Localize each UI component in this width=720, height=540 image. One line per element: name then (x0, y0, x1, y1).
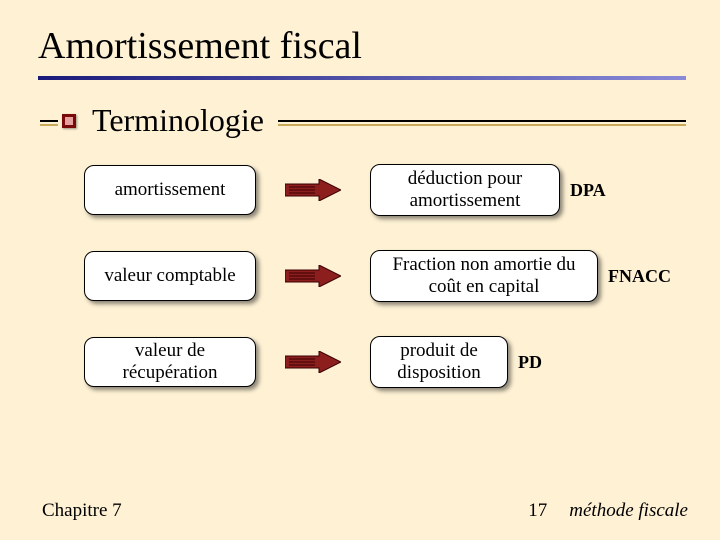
subtitle-line-left (40, 120, 58, 122)
footer-note: méthode fiscale (569, 500, 688, 522)
footer-chapter: Chapitre 7 (42, 500, 122, 522)
arrow-icon (278, 265, 348, 287)
bullet-icon (62, 114, 76, 128)
term-row: amortissement déduction pour amortisseme… (0, 161, 720, 219)
subtitle-text: Terminologie (92, 102, 264, 139)
term-abbr: DPA (570, 180, 606, 201)
subtitle-row: Terminologie (40, 102, 720, 139)
footer-page-number: 17 (528, 500, 547, 522)
arrow-icon (278, 351, 348, 373)
term-abbr: PD (518, 352, 542, 373)
term-left-box: valeur de récupération (84, 337, 256, 387)
term-row: valeur de récupération produit de dispos… (0, 333, 720, 391)
term-row: valeur comptable Fraction non amortie du… (0, 247, 720, 305)
title-underline (38, 76, 686, 80)
slide-title: Amortissement fiscal (0, 0, 720, 74)
subtitle-line-right (278, 120, 686, 122)
term-right-box: Fraction non amortie du coût en capital (370, 250, 598, 302)
term-right-box: produit de disposition (370, 336, 508, 388)
footer: Chapitre 7 17 méthode fiscale (0, 500, 720, 522)
arrow-icon (278, 179, 348, 201)
term-left-box: valeur comptable (84, 251, 256, 301)
term-rows: amortissement déduction pour amortisseme… (0, 161, 720, 391)
term-left-box: amortissement (84, 165, 256, 215)
term-right-box: déduction pour amortissement (370, 164, 560, 216)
term-abbr: FNACC (608, 266, 671, 287)
